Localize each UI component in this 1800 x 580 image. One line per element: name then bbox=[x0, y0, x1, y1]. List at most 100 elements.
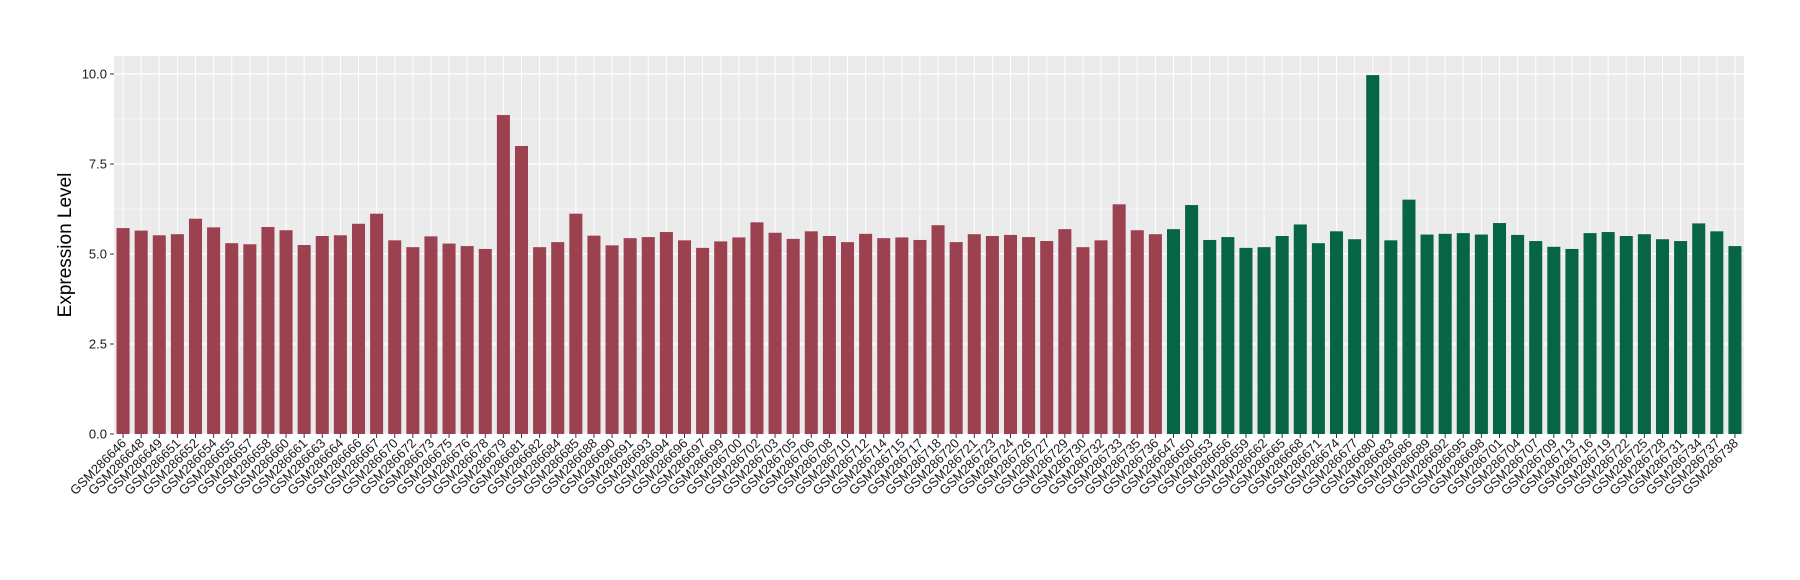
bar bbox=[985, 236, 999, 434]
bar bbox=[732, 237, 746, 434]
bar bbox=[895, 237, 909, 434]
bar bbox=[804, 231, 818, 434]
bar bbox=[913, 239, 927, 434]
bar bbox=[768, 232, 782, 434]
bar bbox=[822, 236, 836, 434]
bar bbox=[1674, 241, 1688, 434]
bar bbox=[116, 228, 130, 434]
bar bbox=[406, 247, 420, 434]
bar bbox=[1166, 229, 1181, 434]
bar bbox=[297, 245, 311, 434]
bar bbox=[1058, 229, 1072, 434]
bar bbox=[1022, 237, 1036, 434]
bar bbox=[859, 233, 873, 434]
bar bbox=[1601, 232, 1615, 434]
bar bbox=[1040, 241, 1054, 434]
bar bbox=[1239, 247, 1253, 434]
bar bbox=[750, 222, 764, 434]
bar bbox=[949, 242, 963, 434]
bar bbox=[1076, 247, 1090, 434]
bar bbox=[243, 244, 257, 434]
bar bbox=[1221, 237, 1235, 434]
bar bbox=[1619, 236, 1633, 434]
bar bbox=[1655, 239, 1670, 434]
bar bbox=[207, 227, 221, 434]
bar bbox=[587, 235, 601, 434]
bar bbox=[1547, 246, 1561, 434]
bar bbox=[170, 234, 184, 434]
y-tick-label: 0.0 bbox=[89, 427, 107, 442]
bar bbox=[1474, 234, 1488, 434]
bar bbox=[388, 240, 402, 434]
bar bbox=[1203, 239, 1217, 434]
bar bbox=[134, 230, 148, 434]
bar bbox=[1348, 239, 1362, 434]
bar bbox=[370, 213, 384, 434]
bar bbox=[1384, 240, 1398, 434]
bar bbox=[478, 248, 492, 434]
bar bbox=[714, 241, 728, 434]
bar bbox=[225, 243, 239, 434]
bar bbox=[460, 246, 474, 434]
bar bbox=[333, 235, 347, 434]
bar bbox=[1275, 236, 1289, 434]
bar bbox=[1583, 233, 1597, 434]
bar bbox=[551, 242, 565, 434]
bar bbox=[1094, 240, 1108, 434]
bar bbox=[1402, 199, 1416, 434]
bar bbox=[641, 237, 655, 434]
bar bbox=[931, 225, 945, 434]
bar bbox=[1511, 234, 1525, 434]
bar bbox=[967, 234, 981, 434]
bar bbox=[1329, 231, 1344, 434]
bar bbox=[514, 146, 529, 434]
y-axis-title: Expression Level bbox=[55, 173, 76, 318]
bar bbox=[1492, 223, 1507, 434]
bar bbox=[279, 230, 293, 434]
bar bbox=[1257, 247, 1271, 434]
bar bbox=[840, 242, 855, 434]
bar bbox=[1311, 243, 1325, 434]
x-axis: GSM286646GSM286648GSM286649GSM286651GSM2… bbox=[67, 434, 1741, 498]
bars bbox=[116, 75, 1742, 434]
bar bbox=[1456, 233, 1470, 434]
bar bbox=[1692, 223, 1706, 434]
y-axis: 0.0 2.5 5.0 7.5 10.0 bbox=[82, 67, 114, 442]
bar bbox=[442, 243, 456, 434]
bar bbox=[696, 247, 710, 434]
bar bbox=[1185, 205, 1199, 434]
bar bbox=[1130, 230, 1144, 434]
bar bbox=[623, 238, 637, 434]
bar bbox=[605, 245, 619, 434]
bar bbox=[1293, 224, 1307, 434]
bar bbox=[1148, 234, 1162, 434]
bar bbox=[1728, 246, 1742, 434]
bar bbox=[677, 240, 692, 434]
bar bbox=[188, 218, 203, 434]
bar bbox=[569, 213, 583, 434]
bar bbox=[533, 247, 547, 434]
bar bbox=[1003, 234, 1018, 434]
bar bbox=[1420, 234, 1434, 434]
bar bbox=[315, 236, 329, 434]
y-tick-label: 10.0 bbox=[82, 67, 107, 82]
bar bbox=[1637, 234, 1651, 434]
bar bbox=[424, 236, 438, 434]
bar bbox=[1710, 231, 1724, 434]
bar bbox=[786, 238, 800, 434]
bar bbox=[261, 227, 275, 434]
bar bbox=[1565, 248, 1579, 434]
y-tick-label: 2.5 bbox=[89, 337, 107, 352]
bar bbox=[877, 238, 891, 434]
bar bbox=[152, 235, 166, 434]
bar bbox=[496, 115, 510, 434]
bar bbox=[1112, 204, 1126, 434]
bar bbox=[1438, 233, 1452, 434]
bar bbox=[1366, 75, 1380, 434]
y-tick-label: 5.0 bbox=[89, 247, 107, 262]
y-tick-label: 7.5 bbox=[89, 157, 107, 172]
bar bbox=[659, 232, 673, 434]
bar bbox=[1529, 241, 1543, 434]
bar bbox=[351, 223, 366, 434]
